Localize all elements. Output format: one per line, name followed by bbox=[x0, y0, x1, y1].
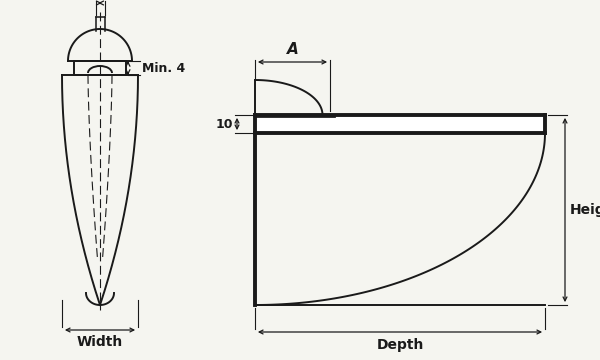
Text: A: A bbox=[287, 42, 298, 57]
Text: Min. 4: Min. 4 bbox=[142, 62, 185, 75]
Text: Height: Height bbox=[570, 203, 600, 217]
Text: 10: 10 bbox=[215, 117, 233, 130]
Text: Depth: Depth bbox=[376, 338, 424, 352]
Text: Width: Width bbox=[77, 335, 123, 349]
Polygon shape bbox=[255, 114, 545, 134]
